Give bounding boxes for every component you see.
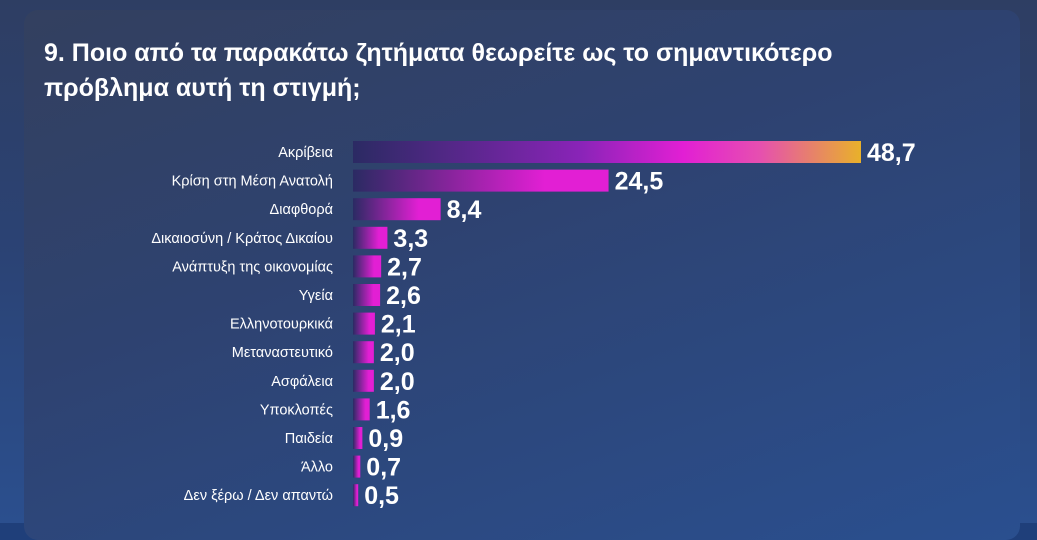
value-label: 2,1 <box>381 311 416 339</box>
bar <box>353 284 381 306</box>
value-label: 2,7 <box>387 253 422 281</box>
category-label: Μεταναστευτικό <box>232 345 333 361</box>
chart-title: 9. Ποιο από τα παρακάτω ζητήματα θεωρείτ… <box>44 39 833 102</box>
bar <box>353 226 388 249</box>
bar-chart: Ακρίβεια 48,7 Κρίση στη Μέση Ανατολή 24,5 Δι… <box>151 139 916 510</box>
category-label: Δικαιοσύνη / Κράτος Δικαίου <box>151 231 333 247</box>
bar <box>353 369 374 392</box>
category-label: Ανάπτυξη της οικονομίας <box>172 259 333 275</box>
bar <box>353 427 363 449</box>
bar <box>353 455 361 478</box>
category-label: Υποκλοπές <box>260 402 333 418</box>
bar <box>353 198 441 221</box>
category-label: Ακρίβεια <box>278 145 333 161</box>
bar <box>353 255 382 278</box>
bar <box>353 169 609 192</box>
value-label: 0,5 <box>364 482 399 510</box>
value-label: 3,3 <box>393 225 428 253</box>
value-label: 2,0 <box>380 368 415 396</box>
category-label: Παιδεία <box>285 431 333 447</box>
bar <box>353 141 861 163</box>
category-label: Κρίση στη Μέση Ανατολή <box>172 174 333 190</box>
category-label: Διαφθορά <box>270 202 333 218</box>
bar <box>353 484 359 507</box>
value-label: 48,7 <box>867 139 916 167</box>
bar <box>353 341 374 364</box>
value-label: 2,6 <box>386 282 421 310</box>
category-label: Ελληνοτουρκικά <box>230 317 333 333</box>
category-label: Δεν ξέρω / Δεν απαντώ <box>184 488 333 504</box>
value-label: 2,0 <box>380 339 415 367</box>
category-label: Ασφάλεια <box>271 374 333 390</box>
chart-panel <box>24 10 1020 540</box>
bar <box>353 398 370 421</box>
category-label: Υγεία <box>299 288 333 304</box>
value-label: 0,7 <box>366 454 401 482</box>
value-label: 0,9 <box>368 425 403 453</box>
value-label: 24,5 <box>615 168 664 196</box>
category-label: Άλλο <box>301 460 333 476</box>
bar <box>353 312 375 335</box>
value-label: 8,4 <box>447 196 482 224</box>
value-label: 1,6 <box>376 396 411 424</box>
